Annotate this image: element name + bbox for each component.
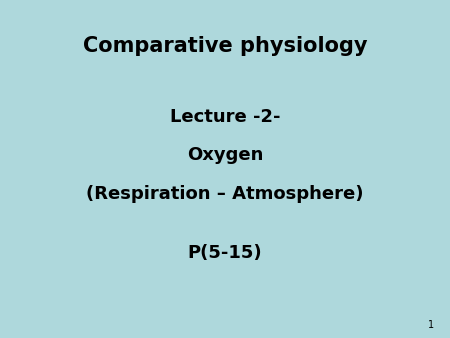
Text: Oxygen: Oxygen [187,146,263,165]
Text: Comparative physiology: Comparative physiology [83,35,367,56]
Text: (Respiration – Atmosphere): (Respiration – Atmosphere) [86,185,364,203]
Text: P(5-15): P(5-15) [188,244,262,263]
Text: 1: 1 [428,319,434,330]
Text: Lecture -2-: Lecture -2- [170,107,280,126]
